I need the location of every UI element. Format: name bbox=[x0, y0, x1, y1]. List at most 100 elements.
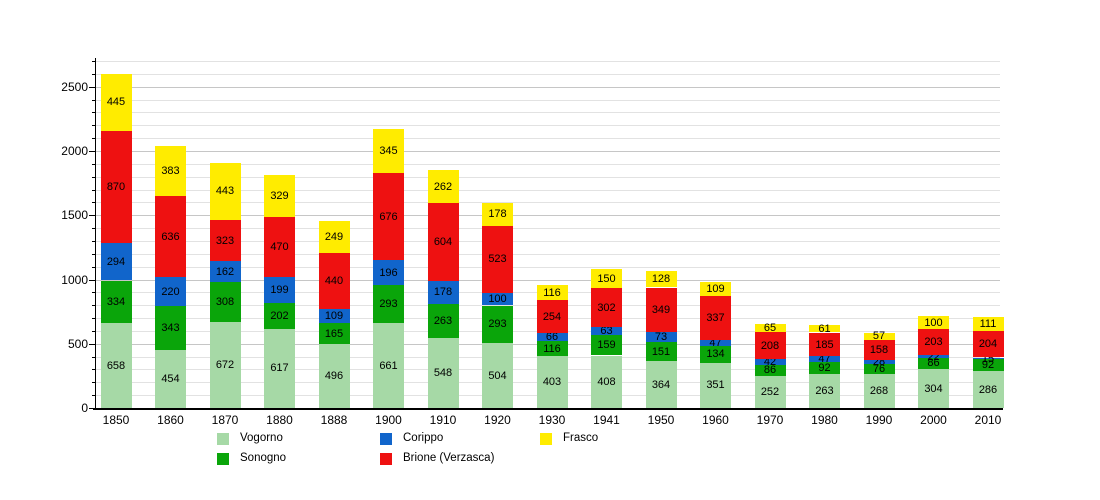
bar-value-label: 162 bbox=[215, 265, 235, 278]
bar-segment-frasco bbox=[700, 282, 731, 297]
bar-segment-frasco bbox=[318, 220, 350, 253]
y-axis-tick bbox=[92, 163, 95, 165]
bar-value-label: 252 bbox=[760, 385, 780, 398]
bar-segment-sonogno bbox=[536, 341, 568, 357]
bar-segment-frasco bbox=[972, 317, 1004, 332]
y-axis-tick bbox=[92, 395, 95, 397]
y-axis-tick bbox=[92, 266, 95, 268]
bar-segment-vogorno bbox=[264, 328, 295, 408]
bar-segment-sonogno bbox=[209, 282, 241, 322]
bar-value-label: 403 bbox=[542, 376, 562, 389]
bar-value-label: 445 bbox=[106, 96, 126, 109]
bar-segment-frasco bbox=[373, 129, 404, 174]
bar-value-label: 496 bbox=[324, 370, 344, 383]
bar-value-label: 220 bbox=[161, 285, 180, 298]
bar-segment-brione-verzasca bbox=[700, 296, 731, 340]
bar-segment-corippo bbox=[100, 242, 132, 281]
bar-segment-corippo bbox=[373, 260, 404, 286]
bar-value-label: 92 bbox=[818, 362, 831, 375]
bar-segment-sonogno bbox=[754, 364, 786, 376]
gridline bbox=[95, 99, 1000, 101]
bar-value-label: 504 bbox=[488, 369, 507, 382]
bar-segment-brione-verzasca bbox=[754, 332, 786, 360]
y-axis-tick bbox=[89, 86, 95, 88]
bar-value-label: 92 bbox=[981, 359, 995, 372]
legend-label-frasco: Frasco bbox=[563, 432, 599, 444]
bar-segment-brione-verzasca bbox=[536, 300, 568, 333]
bar-value-label: 334 bbox=[106, 296, 126, 308]
bar-value-label: 109 bbox=[706, 283, 725, 296]
y-axis-tick bbox=[89, 408, 95, 409]
bar-value-label: 185 bbox=[815, 338, 834, 351]
gridline bbox=[95, 279, 1000, 281]
bar-value-label: 661 bbox=[379, 359, 398, 372]
bar-segment-brione-verzasca bbox=[318, 252, 350, 309]
bar-segment-frasco bbox=[427, 169, 459, 204]
bar-segment-vogorno bbox=[645, 361, 677, 408]
y-axis-tick bbox=[92, 369, 95, 371]
bar-value-label: 116 bbox=[543, 286, 561, 299]
bar-value-label: 337 bbox=[706, 312, 725, 324]
bar-segment-vogorno bbox=[972, 371, 1004, 408]
bar-segment-corippo bbox=[155, 277, 186, 306]
bar-value-label: 443 bbox=[215, 185, 235, 198]
x-tick-label: 2010 bbox=[974, 413, 1002, 427]
bar-value-label: 470 bbox=[270, 241, 289, 253]
x-tick-label: 1920 bbox=[484, 413, 511, 427]
y-tick-label: 2000 bbox=[61, 144, 88, 158]
y-axis-tick bbox=[92, 318, 95, 320]
x-tick-label: 1990 bbox=[865, 413, 893, 427]
y-axis-tick bbox=[89, 215, 95, 217]
x-tick-label: 1970 bbox=[756, 413, 784, 427]
y-axis-tick bbox=[92, 356, 95, 358]
bar-segment-frasco bbox=[100, 73, 132, 131]
bar-value-label: 636 bbox=[161, 230, 180, 243]
bar-segment-brione-verzasca bbox=[373, 173, 404, 261]
x-axis-line bbox=[93, 408, 1003, 410]
y-tick-label: 0 bbox=[81, 401, 88, 415]
x-tick-label: 1850 bbox=[102, 413, 130, 427]
gridline bbox=[95, 266, 1000, 268]
bar-value-label: 111 bbox=[979, 318, 997, 331]
bar-segment-frasco bbox=[155, 146, 186, 196]
gridline bbox=[95, 189, 1000, 191]
x-tick-label: 1910 bbox=[429, 413, 457, 427]
bar-value-label: 672 bbox=[215, 358, 235, 371]
legend-label-corippo: Corippo bbox=[403, 432, 444, 444]
bar-value-label: 323 bbox=[215, 234, 235, 247]
bar-value-label: 151 bbox=[651, 345, 671, 358]
bar-value-label: 676 bbox=[379, 210, 398, 223]
bar-segment-brione-verzasca bbox=[972, 331, 1004, 358]
y-axis-tick bbox=[89, 151, 95, 152]
bar-segment-frasco bbox=[809, 324, 840, 333]
bar-segment-brione-verzasca bbox=[155, 195, 186, 278]
bar-segment-frasco bbox=[591, 269, 622, 289]
bar-value-label: 263 bbox=[815, 385, 834, 398]
y-tick-label: 1500 bbox=[61, 208, 88, 223]
bar-segment-corippo bbox=[591, 327, 622, 336]
bar-value-label: 47 bbox=[818, 353, 831, 366]
bar-segment-frasco bbox=[918, 316, 949, 329]
y-axis-tick bbox=[92, 253, 95, 255]
y-tick-label: 500 bbox=[67, 336, 88, 351]
gridline bbox=[95, 215, 1000, 217]
bar-value-label: 47 bbox=[709, 336, 722, 349]
y-axis-tick bbox=[92, 228, 95, 230]
bar-segment-frasco bbox=[863, 332, 895, 340]
bar-value-label: 604 bbox=[433, 236, 453, 249]
bar-value-label: 329 bbox=[270, 189, 289, 202]
y-axis-tick bbox=[92, 138, 95, 140]
bar-segment-brione-verzasca bbox=[591, 288, 622, 327]
gridline bbox=[95, 61, 1000, 63]
x-tick-label: 1960 bbox=[702, 413, 729, 427]
bar-value-label: 128 bbox=[651, 273, 671, 286]
bar-value-label: 165 bbox=[324, 327, 344, 340]
bar-segment-brione-verzasca bbox=[863, 339, 895, 361]
bar-value-label: 286 bbox=[978, 383, 998, 396]
bar-segment-vogorno bbox=[700, 362, 731, 408]
bar-value-label: 523 bbox=[488, 253, 507, 266]
bar-value-label: 302 bbox=[597, 301, 616, 314]
bar-segment-sonogno bbox=[645, 341, 677, 362]
gridline bbox=[95, 253, 1000, 255]
bar-segment-brione-verzasca bbox=[427, 203, 459, 281]
